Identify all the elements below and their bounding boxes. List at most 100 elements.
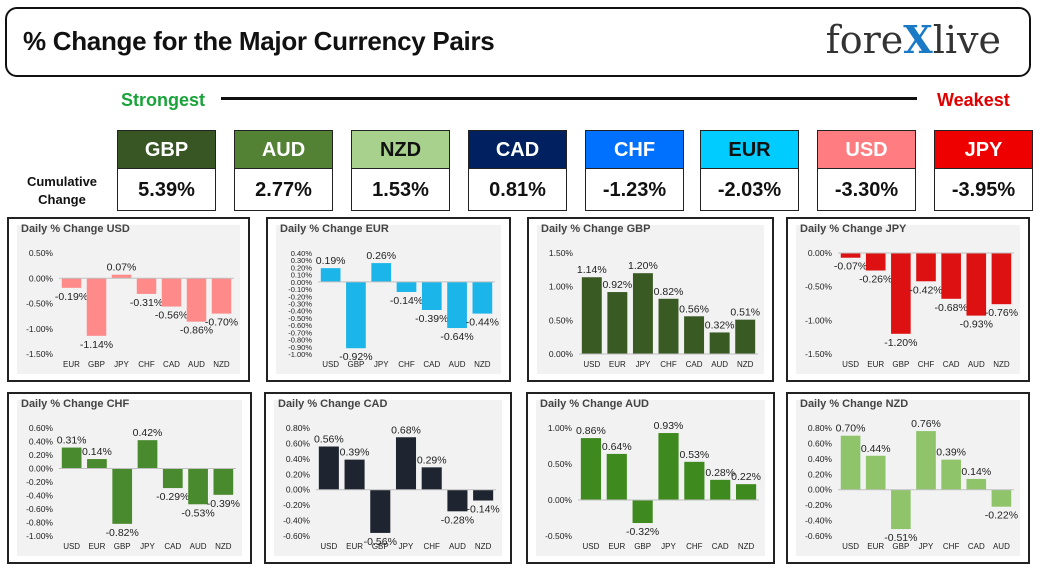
x-tick-label: CAD: [712, 542, 729, 551]
data-label: 0.22%: [731, 471, 761, 483]
y-tick-label: 0.00%: [808, 248, 833, 258]
y-tick-label: -0.70%: [288, 328, 312, 337]
x-tick-label: EUR: [88, 542, 105, 551]
data-label: 0.07%: [107, 262, 137, 274]
currency-box-chf: CHF -1.23%: [585, 130, 684, 211]
bar-usd: [320, 268, 341, 282]
x-tick-label: EUR: [608, 542, 625, 551]
bar-nzd: [211, 278, 232, 314]
data-label: -0.93%: [960, 319, 993, 331]
data-label: -0.51%: [884, 532, 917, 544]
y-tick-label: 0.80%: [808, 423, 833, 433]
data-label: -0.32%: [626, 526, 659, 538]
bar-eur: [607, 292, 628, 354]
chart-title: Daily % Change CAD: [278, 398, 388, 410]
cumulative-change-value: 2.77%: [234, 169, 333, 211]
x-tick-label: JPY: [114, 360, 129, 369]
data-label: 0.93%: [654, 420, 684, 432]
data-label: -0.14%: [390, 295, 423, 307]
data-label: 1.20%: [628, 260, 658, 272]
x-tick-label: GBP: [892, 542, 909, 551]
bar-eur: [865, 253, 886, 271]
x-tick-label: USD: [583, 360, 600, 369]
data-label: 0.82%: [654, 286, 684, 298]
bar-chf: [136, 278, 157, 294]
bar-usd: [840, 253, 861, 258]
bar-usd: [61, 447, 82, 469]
chart-title: Daily % Change USD: [21, 223, 130, 235]
currency-code: CHF: [585, 130, 684, 169]
x-tick-label: CAD: [164, 542, 181, 551]
x-tick-label: CHF: [918, 360, 935, 369]
bar-nzd: [472, 281, 493, 314]
data-label: 0.76%: [911, 418, 941, 430]
bar-aud: [991, 489, 1012, 507]
y-tick-label: 0.40%: [29, 437, 54, 447]
x-tick-label: EUR: [867, 360, 884, 369]
cumulative-change-value: -2.03%: [700, 169, 799, 211]
data-label: -0.56%: [364, 536, 397, 548]
currency-box-cad: CAD 0.81%: [468, 130, 567, 211]
data-label: 0.32%: [705, 319, 735, 331]
bar-chf: [396, 281, 417, 292]
data-label: 1.14%: [577, 264, 607, 276]
y-tick-label: 0.50%: [549, 315, 574, 325]
x-tick-label: CHF: [686, 542, 703, 551]
bar-nzd: [735, 319, 756, 354]
x-tick-label: JPY: [140, 542, 155, 551]
chart-panel-usd: Daily % Change USD 0.50% 0.00% -0.50% -1.00%…: [7, 217, 250, 382]
x-tick-label: NZD: [475, 542, 492, 551]
x-tick-label: GBP: [634, 542, 651, 551]
x-tick-label: USD: [842, 542, 859, 551]
x-tick-label: GBP: [892, 360, 909, 369]
cumulative-change-value: 0.81%: [468, 169, 567, 211]
data-label: -0.28%: [441, 514, 474, 526]
bar-chart: 1.00% 0.50% 0.00% -0.50% 0.86% USD 0.64% EUR-0.…: [545, 420, 761, 551]
data-label: 0.51%: [730, 307, 760, 319]
y-tick-label: -0.40%: [805, 516, 832, 526]
bar-chf: [684, 461, 705, 500]
y-tick-label: 0.60%: [808, 438, 833, 448]
bar-aud: [447, 281, 467, 329]
x-tick-label: GBP: [114, 542, 131, 551]
data-label: 0.28%: [705, 467, 735, 479]
cumulative-change-value: -3.30%: [817, 169, 916, 211]
x-tick-label: NZD: [993, 360, 1010, 369]
x-tick-label: GBP: [347, 360, 364, 369]
y-tick-label: -0.50%: [805, 282, 832, 292]
chart-panel-gbp: Daily % Change GBP 1.50% 1.00% 0.50% 0.00% 1.…: [527, 217, 774, 382]
y-tick-label: -0.60%: [26, 504, 53, 514]
y-tick-label: -0.40%: [288, 307, 312, 316]
data-label: -1.20%: [884, 337, 917, 349]
bar-eur: [865, 455, 886, 490]
currency-code: EUR: [700, 130, 799, 169]
data-label: -0.29%: [156, 491, 189, 503]
currency-box-nzd: NZD 1.53%: [351, 130, 450, 211]
data-label: -0.42%: [909, 284, 942, 296]
bar-nzd: [213, 468, 234, 495]
logo-text-left: fore: [825, 18, 904, 62]
forexlive-logo: foreXlive: [826, 17, 1001, 62]
bar-jpy: [632, 273, 653, 354]
chart-panel-nzd: Daily % Change NZD 0.80% 0.60% 0.40% 0.20% 0.…: [786, 392, 1030, 564]
logo-text-right: live: [932, 18, 1001, 62]
data-label: 0.53%: [679, 449, 709, 461]
x-tick-label: JPY: [399, 542, 414, 551]
data-label: -0.26%: [859, 274, 892, 286]
y-tick-label: 0.40%: [291, 249, 313, 258]
y-tick-label: -0.80%: [26, 518, 53, 528]
x-tick-label: CAD: [686, 360, 703, 369]
data-label: 0.56%: [314, 434, 344, 446]
data-label: 0.44%: [861, 443, 891, 455]
y-tick-label: -0.60%: [805, 531, 832, 541]
bar-chart: 0.60% 0.40% 0.20% 0.00% -0.20% -0.40% -0.60% -0…: [26, 423, 240, 551]
y-tick-label: 0.00%: [548, 495, 573, 505]
x-tick-label: GBP: [88, 360, 105, 369]
y-tick-label: 0.20%: [291, 263, 313, 272]
x-tick-label: CAD: [943, 360, 960, 369]
logo-x: X: [903, 17, 933, 62]
bar-nzd: [991, 253, 1012, 305]
bar-gbp: [112, 468, 133, 524]
y-tick-label: 0.50%: [548, 459, 573, 469]
data-label: -0.19%: [55, 291, 88, 303]
